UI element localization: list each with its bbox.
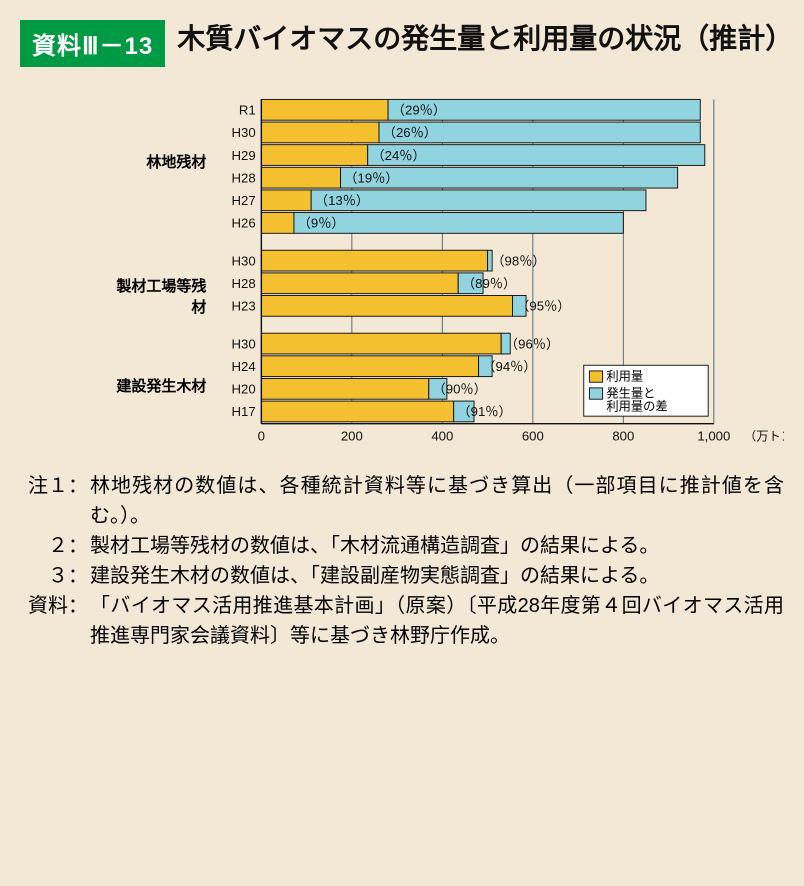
- bar-pct-label: （19％）: [345, 170, 399, 185]
- badge: 資料Ⅲ－13: [20, 20, 165, 67]
- bar-used: [262, 190, 312, 211]
- bar-row-label: H27: [232, 193, 256, 208]
- footnote-head: 注１：: [20, 471, 90, 531]
- footnote-head: ２：: [20, 531, 90, 561]
- chart-area: 林地残材製材工場等残材建設発生木材 （29％） R1 （26％） H30 （24％） H2…: [110, 85, 784, 457]
- legend-label-diff-1: 発生量と: [607, 386, 656, 400]
- chart-group-label: 建設発生木材: [116, 375, 212, 396]
- footnote-row: ３：建設発生木材の数値は、「建設副産物実態調査」の結果による。: [20, 561, 784, 591]
- bar-used: [262, 213, 295, 234]
- bar-row-label: H26: [232, 216, 256, 231]
- footnote-body: 建設発生木材の数値は、「建設副産物実態調査」の結果による。: [90, 561, 784, 591]
- x-tick-label: 400: [432, 429, 454, 444]
- bar-pct-label: （13％）: [315, 193, 369, 208]
- bar-used: [262, 273, 459, 294]
- bar-used: [262, 356, 479, 377]
- bar-row-label: H24: [232, 359, 256, 374]
- x-tick-label: 200: [341, 429, 363, 444]
- x-tick-label: 0: [258, 429, 265, 444]
- bar-row-label: H23: [232, 299, 256, 314]
- bar-used: [262, 378, 429, 399]
- legend-swatch-used: [590, 371, 603, 382]
- page-title: 木質バイオマスの発生量と利用量の状況（推計）: [177, 20, 784, 58]
- chart-group-label: 林地残材: [146, 151, 212, 172]
- bar-pct-label: （96％）: [505, 336, 559, 351]
- legend-label-diff-2: 利用量の差: [607, 400, 668, 414]
- footnote-row: 注１：林地残材の数値は、各種統計資料等に基づき算出（一部項目に推計値を含む。）。: [20, 471, 784, 531]
- bar-used: [262, 99, 389, 120]
- bar-pct-label: （24％）: [372, 148, 426, 163]
- bar-row-label: R1: [239, 103, 256, 118]
- chart-group-label: 製材工場等残材: [110, 275, 212, 317]
- footnote-head: ３：: [20, 561, 90, 591]
- x-tick-label: 800: [613, 429, 635, 444]
- bar-row-label: H28: [232, 276, 256, 291]
- bar-pct-label: （94％）: [483, 359, 537, 374]
- chart-group-labels: 林地残材製材工場等残材建設発生木材: [110, 85, 218, 457]
- x-axis-unit: （万トン）: [744, 430, 784, 444]
- bar-row-label: H20: [232, 382, 256, 397]
- footnote-body: 製材工場等残材の数値は、「木材流通構造調査」の結果による。: [90, 531, 784, 561]
- bar-pct-label: （26％）: [383, 125, 437, 140]
- bar-used: [262, 167, 341, 188]
- bar-used: [262, 122, 380, 143]
- bar-pct-label: （98％）: [492, 253, 546, 268]
- bar-row-label: H30: [232, 253, 256, 268]
- bar-pct-label: （29％）: [392, 103, 446, 118]
- bar-chart: （29％） R1 （26％） H30 （24％） H29 （19％） H28 （13％） H27 （…: [218, 85, 784, 457]
- bar-used: [262, 401, 454, 422]
- bar-used: [262, 296, 513, 317]
- bar-used: [262, 333, 502, 354]
- bar-pct-label: （9％）: [298, 216, 345, 231]
- bar-pct-label: （91％）: [458, 404, 512, 419]
- bar-row-label: H28: [232, 170, 256, 185]
- legend-swatch-diff: [590, 388, 603, 399]
- bar-pct-label: （89％）: [462, 276, 516, 291]
- footnote-row: 資料：「バイオマス活用推進基本計画」（原案）〔平成28年度第４回バイオマス活用推…: [20, 591, 784, 651]
- header: 資料Ⅲ－13 木質バイオマスの発生量と利用量の状況（推計）: [20, 20, 784, 67]
- x-tick-label: 600: [522, 429, 544, 444]
- bar-pct-label: （95％）: [517, 299, 571, 314]
- bar-used: [262, 145, 368, 166]
- bar-row-label: H29: [232, 148, 256, 163]
- bar-row-label: H30: [232, 336, 256, 351]
- bar-row-label: H17: [232, 404, 256, 419]
- footnote-row: ２：製材工場等残材の数値は、「木材流通構造調査」の結果による。: [20, 531, 784, 561]
- bar-pct-label: （90％）: [433, 382, 487, 397]
- bar-used: [262, 250, 488, 271]
- footnote-body: 「バイオマス活用推進基本計画」（原案）〔平成28年度第４回バイオマス活用推進専門…: [90, 591, 784, 651]
- footnote-body: 林地残材の数値は、各種統計資料等に基づき算出（一部項目に推計値を含む。）。: [90, 471, 784, 531]
- footnotes: 注１：林地残材の数値は、各種統計資料等に基づき算出（一部項目に推計値を含む。）。…: [20, 471, 784, 651]
- footnote-head: 資料：: [20, 591, 90, 651]
- legend-label-used: 利用量: [607, 369, 644, 383]
- bar-row-label: H30: [232, 125, 256, 140]
- x-tick-label: 1,000: [698, 429, 731, 444]
